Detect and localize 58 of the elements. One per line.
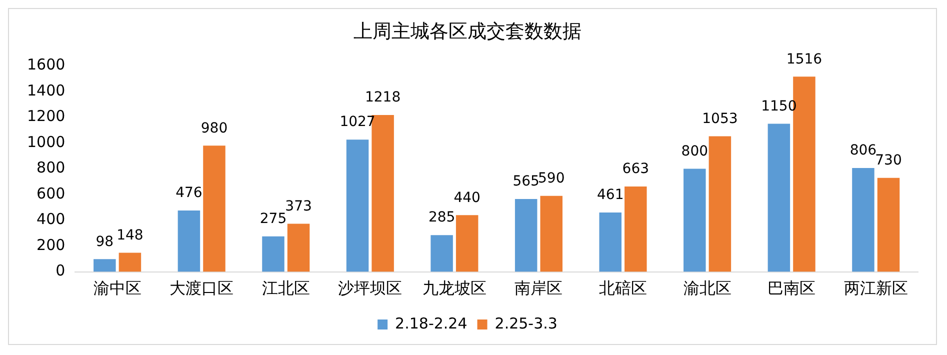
y-tick-label: 1600 xyxy=(26,56,66,74)
data-label: 373 xyxy=(285,198,312,214)
y-tick-label: 200 xyxy=(36,236,66,254)
y-tick-label: 1400 xyxy=(26,81,66,100)
data-label: 590 xyxy=(538,170,565,186)
bar xyxy=(346,140,369,272)
bar xyxy=(768,124,790,272)
data-label: 1218 xyxy=(364,90,401,106)
y-tick-label: 600 xyxy=(36,184,66,202)
bar xyxy=(203,146,226,272)
bar xyxy=(178,210,200,272)
data-label: 565 xyxy=(512,174,540,190)
x-tick-label: 两江新区 xyxy=(844,278,908,298)
data-label: 285 xyxy=(428,210,456,226)
bar xyxy=(624,186,647,272)
data-label: 1053 xyxy=(702,110,738,127)
bar xyxy=(514,199,538,272)
data-label: 476 xyxy=(176,185,202,202)
legend-label: 2.18-2.24 xyxy=(395,314,468,332)
y-tick-label: 800 xyxy=(36,158,66,177)
bar xyxy=(430,235,453,272)
x-tick-label: 北碚区 xyxy=(599,278,648,298)
y-tick-label: 0 xyxy=(56,262,66,280)
data-label: 806 xyxy=(850,142,877,159)
bar xyxy=(852,168,874,272)
bar xyxy=(599,212,622,272)
data-label: 800 xyxy=(681,143,708,160)
x-tick-label: 大渡口区 xyxy=(170,278,234,298)
x-tick-label: 沙坪坝区 xyxy=(338,278,402,298)
y-tick-label: 400 xyxy=(36,210,66,228)
bar xyxy=(708,136,732,272)
y-tick-label: 1200 xyxy=(26,107,66,126)
y-tick-label: 1000 xyxy=(26,132,66,151)
bar xyxy=(684,168,706,272)
bar xyxy=(262,236,284,272)
data-label: 1516 xyxy=(786,51,822,68)
bar xyxy=(94,259,116,272)
data-label: 440 xyxy=(454,190,480,206)
x-tick-label: 九龙坡区 xyxy=(422,278,486,298)
data-label: 98 xyxy=(96,234,114,250)
x-tick-label: 渝中区 xyxy=(93,278,142,298)
data-label: 663 xyxy=(622,161,650,178)
bar xyxy=(456,215,478,272)
bar xyxy=(540,196,562,272)
data-label: 275 xyxy=(260,211,287,228)
chart-title: 上周主城各区成交套数数据 xyxy=(354,20,582,42)
bar xyxy=(877,178,900,272)
data-label: 730 xyxy=(875,152,902,168)
x-tick-label: 巴南区 xyxy=(768,278,816,298)
data-label: 148 xyxy=(116,227,144,244)
data-label: 461 xyxy=(597,187,624,204)
x-tick-label: 江北区 xyxy=(262,278,310,298)
bar xyxy=(118,252,142,272)
bar xyxy=(287,224,310,272)
legend-label: 2.25-3.3 xyxy=(494,314,558,332)
x-tick-label: 渝北区 xyxy=(683,278,732,298)
x-tick-label: 南岸区 xyxy=(514,278,563,298)
data-label: 980 xyxy=(200,120,228,136)
